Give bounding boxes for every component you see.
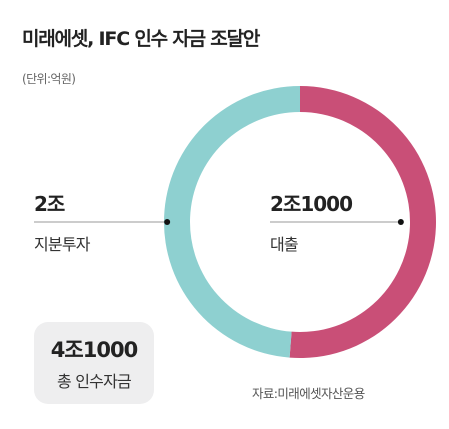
total-label: 총 인수자금	[57, 372, 132, 391]
equity-label: 지분투자	[34, 235, 90, 254]
total-value: 4조1000	[50, 338, 138, 362]
unit-label: (단위:억원)	[22, 72, 76, 86]
loan-label: 대출	[270, 235, 299, 254]
slice-equity	[163, 85, 300, 358]
equity-value: 2조	[34, 192, 65, 216]
leader-dot-loan	[397, 219, 404, 225]
source-note: 자료:미래에셋자산운용	[252, 386, 365, 401]
leader-dot-equity	[164, 219, 171, 225]
chart-title: 미래에셋, IFC 인수 자금 조달안	[22, 28, 260, 50]
slice-loan	[289, 86, 436, 358]
total-box: 4조1000 총 인수자금	[34, 322, 154, 404]
loan-value: 2조1000	[270, 192, 353, 216]
